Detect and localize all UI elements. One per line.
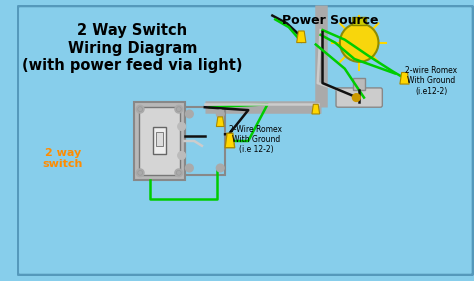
Circle shape: [178, 151, 185, 159]
Polygon shape: [217, 117, 224, 126]
Text: 2 way
switch: 2 way switch: [43, 148, 83, 169]
Polygon shape: [400, 72, 409, 84]
FancyBboxPatch shape: [18, 6, 473, 275]
Circle shape: [185, 164, 193, 172]
Circle shape: [175, 169, 182, 177]
Circle shape: [340, 23, 378, 62]
Circle shape: [217, 110, 224, 118]
FancyBboxPatch shape: [336, 88, 383, 107]
Circle shape: [137, 105, 144, 113]
Bar: [184, 107, 225, 175]
Circle shape: [217, 164, 224, 172]
Circle shape: [175, 105, 182, 113]
Bar: [353, 17, 366, 25]
Bar: [153, 128, 166, 155]
Circle shape: [353, 94, 360, 101]
Text: Power Source: Power Source: [282, 13, 378, 27]
Circle shape: [137, 169, 144, 177]
Text: 2 Way Switch
Wiring Diagram
(with power feed via light): 2 Way Switch Wiring Diagram (with power …: [22, 23, 243, 73]
Text: 2-Wire Romex
With Ground
(i.e 12-2): 2-Wire Romex With Ground (i.e 12-2): [229, 124, 283, 154]
Circle shape: [178, 123, 185, 130]
Bar: [155, 132, 164, 146]
Bar: [354, 78, 365, 90]
Circle shape: [185, 110, 193, 118]
Polygon shape: [312, 104, 319, 114]
Bar: [134, 102, 184, 180]
Bar: [139, 107, 180, 175]
Polygon shape: [297, 31, 306, 42]
Polygon shape: [225, 133, 235, 148]
Text: 2-wire Romex
With Ground
(i.e12-2): 2-wire Romex With Ground (i.e12-2): [405, 66, 457, 96]
